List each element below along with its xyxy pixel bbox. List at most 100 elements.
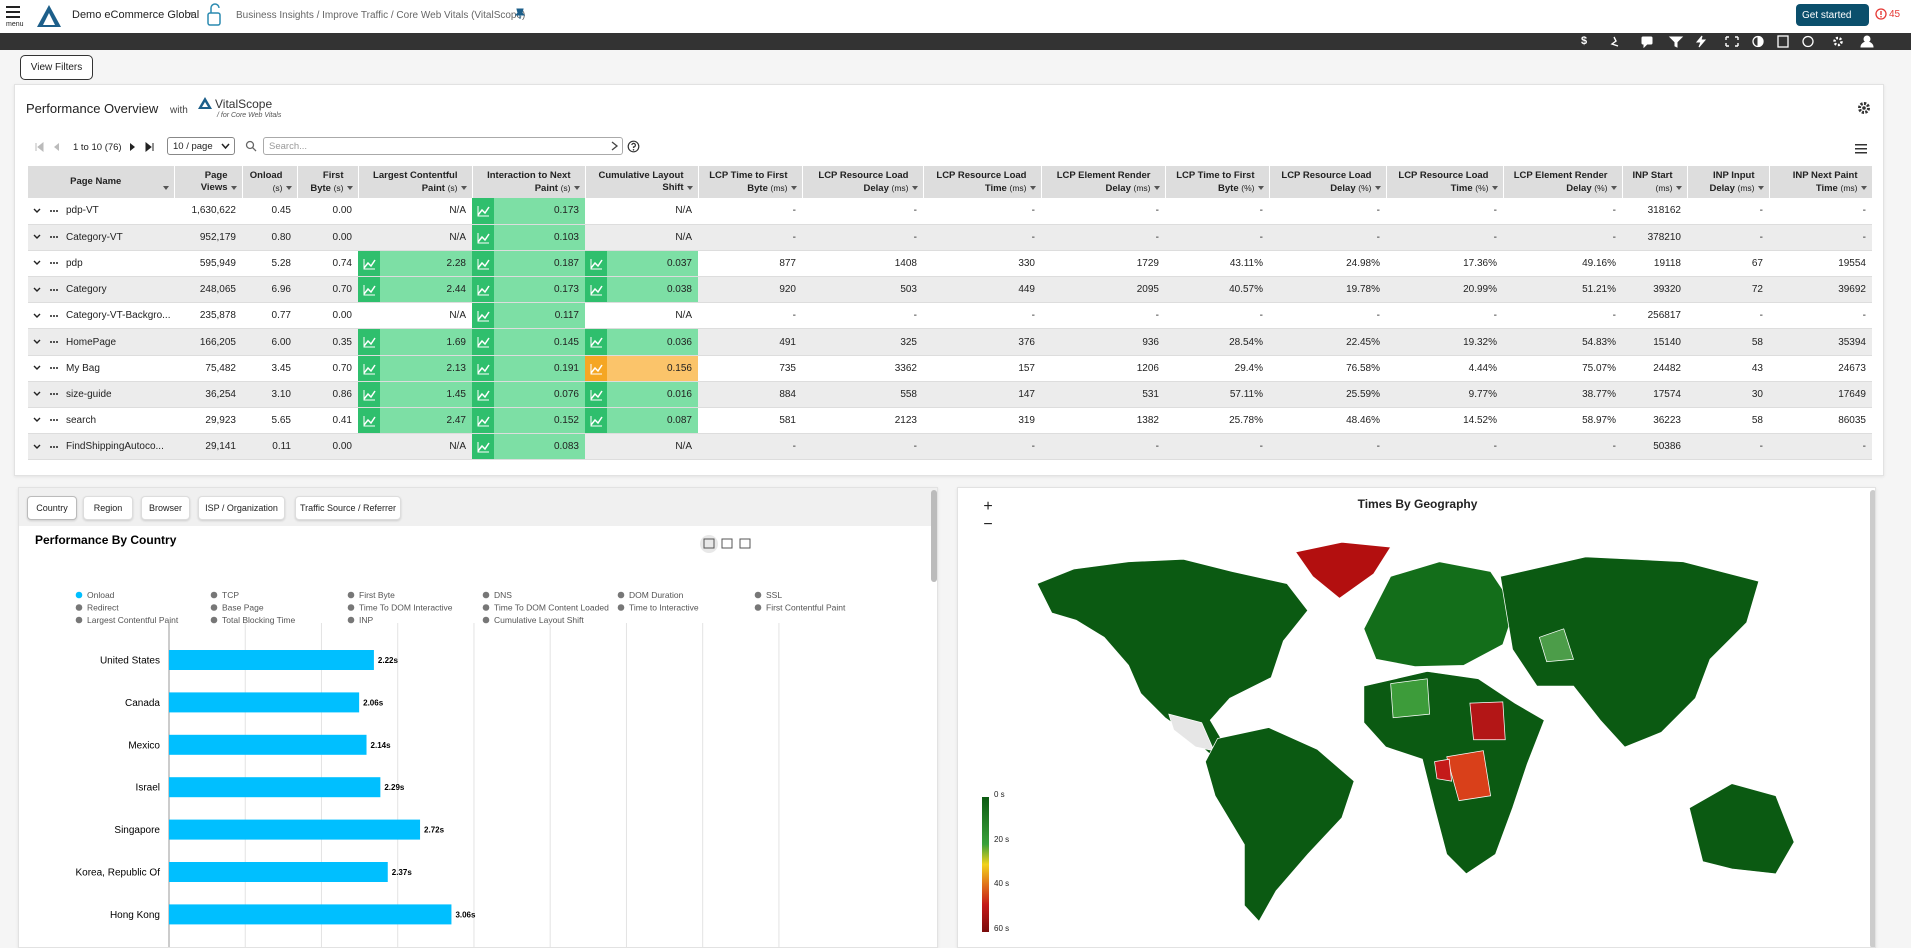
table-cell: - <box>802 198 923 225</box>
legend-label[interactable]: First Contentful Paint <box>766 603 846 613</box>
trend-icon[interactable] <box>472 434 494 459</box>
legend-label[interactable]: DOM Duration <box>629 590 684 600</box>
trend-icon[interactable] <box>358 408 380 433</box>
legend-label[interactable]: Largest Contentful Paint <box>87 615 179 625</box>
pin-icon[interactable] <box>515 8 525 20</box>
legend-label[interactable]: SSL <box>766 590 782 600</box>
table-cell: 19.78% <box>1269 276 1386 304</box>
table-cell: Category-VT-Backgro... <box>28 302 174 330</box>
legend-label[interactable]: Total Blocking Time <box>222 615 295 625</box>
row-controls[interactable] <box>32 258 62 268</box>
trend-icon[interactable] <box>472 277 494 302</box>
trend-icon[interactable] <box>585 329 607 355</box>
view-chart-icon[interactable] <box>700 535 718 553</box>
row-controls[interactable] <box>32 285 62 295</box>
view-list-icon[interactable] <box>739 538 751 549</box>
cell-text: 0.103 <box>553 231 579 243</box>
row-controls[interactable] <box>32 337 62 347</box>
pager-next-icons[interactable] <box>128 141 168 153</box>
help-icon[interactable] <box>627 140 640 153</box>
org-name[interactable]: Demo eCommerce Global <box>72 9 200 21</box>
row-controls[interactable] <box>32 389 62 399</box>
legend-label[interactable]: First Byte <box>359 590 395 600</box>
pager-prev-icons[interactable] <box>33 141 83 153</box>
trend-icon[interactable] <box>585 408 607 433</box>
tab[interactable]: Browser <box>141 496 190 520</box>
trend-icon[interactable] <box>472 224 494 250</box>
row-controls[interactable] <box>32 206 62 216</box>
cell-text: - <box>1155 231 1159 243</box>
column-unit: (ms) <box>891 182 909 193</box>
get-started-button[interactable]: Get started <box>1796 4 1869 26</box>
trend-icon[interactable] <box>472 198 494 224</box>
row-controls[interactable] <box>32 232 62 242</box>
row-controls[interactable] <box>32 415 62 425</box>
trend-icon[interactable] <box>358 277 380 302</box>
alert-icon[interactable] <box>1875 8 1887 20</box>
legend-label[interactable]: INP <box>359 615 374 625</box>
trend-icon[interactable] <box>585 277 607 302</box>
row-controls[interactable] <box>32 442 62 452</box>
view-filters-button[interactable]: View Filters <box>20 55 93 80</box>
legend-label[interactable]: TCP <box>222 590 239 600</box>
scale-label: 0 s <box>994 790 1005 799</box>
legend-label[interactable]: Time to Interactive <box>629 603 699 613</box>
table-cell: 1382 <box>1041 407 1165 435</box>
toolbar-icons[interactable] <box>1608 35 1908 48</box>
menu-icon[interactable] <box>4 4 24 20</box>
cell-text: 49.16% <box>1582 257 1616 269</box>
cell-text: - <box>1259 231 1263 243</box>
legend-label[interactable]: Cumulative Layout Shift <box>494 615 584 625</box>
legend-label[interactable]: DNS <box>494 590 512 600</box>
tab[interactable]: Region <box>83 496 133 520</box>
view-table-icon[interactable] <box>721 538 733 549</box>
tab[interactable]: ISP / Organization <box>198 496 285 520</box>
table-cell: 24673 <box>1769 355 1872 382</box>
cell-text: size-guide <box>66 388 112 400</box>
trend-icon[interactable] <box>472 355 494 381</box>
legend-label[interactable]: Time To DOM Content Loaded <box>494 603 609 613</box>
cell-text: pdp <box>66 257 83 269</box>
trend-icon[interactable] <box>585 381 607 407</box>
cell-text: 6.00 <box>271 336 291 348</box>
trend-icon[interactable] <box>472 381 494 407</box>
column-header: LCP Element Render Delay (%) <box>1503 166 1623 198</box>
trend-icon[interactable] <box>358 381 380 407</box>
cell-text: - <box>913 231 917 243</box>
trend-icon[interactable] <box>358 329 380 355</box>
table-cell: 86035 <box>1769 407 1872 435</box>
search-input[interactable]: Search... <box>263 137 623 155</box>
legend-label[interactable]: Time To DOM Interactive <box>359 603 453 613</box>
trend-icon[interactable] <box>472 250 494 276</box>
countries <box>1036 541 1795 922</box>
trend-icon[interactable] <box>358 355 380 381</box>
table-cell: - <box>1687 224 1769 251</box>
trend-icon[interactable] <box>585 355 607 381</box>
trend-icon[interactable] <box>472 408 494 433</box>
tab[interactable]: Traffic Source / Referrer <box>295 496 401 520</box>
tab[interactable]: Country <box>27 496 77 520</box>
currency-icon[interactable]: $ <box>1581 35 1588 47</box>
legend-label[interactable]: Onload <box>87 590 115 600</box>
row-controls[interactable] <box>32 363 62 373</box>
breadcrumb[interactable]: Business Insights / Improve Traffic / Co… <box>236 10 526 21</box>
trend-icon[interactable] <box>358 250 380 276</box>
table-cell: N/A <box>358 224 472 251</box>
icon-shape <box>739 538 751 549</box>
legend-label[interactable]: Redirect <box>87 603 119 613</box>
trend-icon[interactable] <box>472 303 494 328</box>
zoom-in[interactable]: + <box>983 498 993 515</box>
zoom-out[interactable]: − <box>983 516 993 533</box>
columns-menu-icon[interactable] <box>1855 143 1868 154</box>
cell-text: 29,141 <box>205 441 236 453</box>
table-cell: - <box>1165 198 1269 225</box>
trend-icon[interactable] <box>585 250 607 276</box>
row-controls[interactable] <box>32 311 62 321</box>
trend-icon[interactable] <box>472 329 494 355</box>
page-size-select[interactable]: 10 / page <box>167 137 235 155</box>
legend-label[interactable]: Base Page <box>222 603 264 613</box>
search-icon <box>245 140 257 152</box>
cell-text: 0.80 <box>271 231 291 243</box>
table-row: FindShippingAutoco... 29,141 0.11 0.00 N/A 0.… <box>28 433 1872 461</box>
settings-icon[interactable] <box>1857 101 1871 115</box>
